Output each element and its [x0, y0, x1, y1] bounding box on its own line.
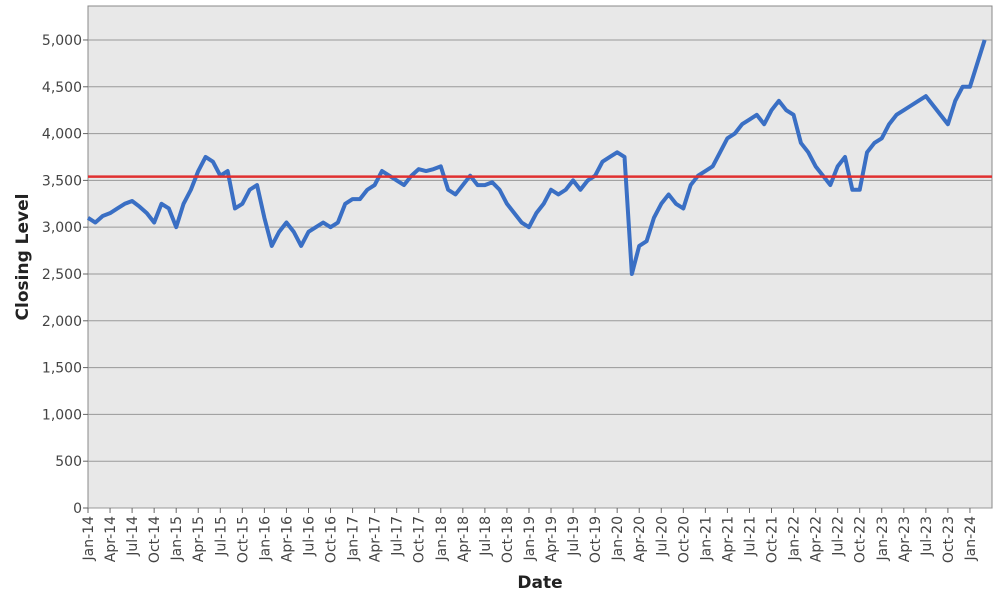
- y-tick-label: 5,000: [42, 33, 82, 49]
- x-tick-label: Jan-22: [787, 516, 803, 561]
- x-tick-label: Jul-22: [831, 516, 847, 557]
- x-tick-label: Oct-16: [324, 516, 340, 563]
- x-tick-label: Apr-21: [720, 516, 736, 562]
- x-tick-label: Oct-17: [412, 516, 428, 563]
- x-tick-label: Oct-20: [676, 516, 692, 563]
- x-tick-label: Oct-19: [588, 516, 604, 563]
- x-tick-label: Jul-21: [742, 516, 758, 557]
- x-tick-label: Apr-19: [544, 516, 560, 562]
- x-tick-label: Jan-21: [698, 516, 714, 561]
- price-line: [86, 39, 987, 276]
- x-tick-label: Apr-15: [191, 516, 207, 562]
- x-tick-label: Oct-23: [941, 516, 957, 563]
- x-tick-label: Jan-18: [434, 516, 450, 561]
- x-tick-label: Apr-22: [809, 516, 825, 562]
- y-axis-label: Closing Level: [13, 194, 33, 321]
- y-tick-label: 1,000: [42, 407, 82, 423]
- y-tick-label: 2,500: [42, 267, 82, 283]
- x-tick-label: Apr-20: [632, 516, 648, 562]
- y-tick-label: 1,500: [42, 361, 82, 377]
- plot-area: [87, 5, 993, 509]
- x-tick-label: Jul-17: [390, 516, 406, 557]
- x-tick-label: Apr-18: [456, 516, 472, 562]
- x-tick-label: Oct-22: [853, 516, 869, 563]
- y-tick-label: 500: [55, 454, 82, 470]
- x-tick-label: Jan-20: [610, 516, 626, 561]
- x-tick-label: Jul-20: [654, 516, 670, 557]
- x-tick-label: Jan-23: [875, 516, 891, 561]
- x-tick-label: Jul-14: [125, 516, 141, 557]
- x-tick-label: Oct-15: [235, 516, 251, 563]
- x-tick-label: Jul-18: [478, 516, 494, 557]
- x-tick-label: Apr-14: [103, 516, 119, 562]
- x-tick-label: Jul-15: [213, 516, 229, 557]
- x-tick-label: Jul-23: [919, 516, 935, 557]
- x-tick-label: Jul-19: [566, 516, 582, 557]
- x-tick-label: Jan-14: [81, 516, 97, 562]
- y-tick-label: 3,000: [42, 220, 82, 236]
- y-tick-label: 4,000: [42, 127, 82, 143]
- x-tick-label: Jan-16: [257, 516, 273, 562]
- x-tick-label: Jan-24: [963, 516, 979, 562]
- x-tick-label: Oct-14: [147, 516, 163, 563]
- x-tick-label: Apr-23: [897, 516, 913, 562]
- y-tick-label: 3,500: [42, 173, 82, 189]
- y-tick-label: 4,500: [42, 80, 82, 96]
- y-tick-label: 2,000: [42, 314, 82, 330]
- x-axis-label: Date: [517, 573, 562, 593]
- x-tick-label: Oct-21: [765, 516, 781, 563]
- x-tick-label: Oct-18: [500, 516, 516, 563]
- x-tick-label: Jan-15: [169, 516, 185, 561]
- x-tick-label: Apr-16: [279, 516, 295, 562]
- y-tick-label: 0: [73, 501, 82, 517]
- x-tick-label: Apr-17: [368, 516, 384, 562]
- x-tick-label: Jul-16: [301, 516, 317, 557]
- x-tick-label: Jan-19: [522, 516, 538, 561]
- x-tick-label: Jan-17: [346, 516, 362, 561]
